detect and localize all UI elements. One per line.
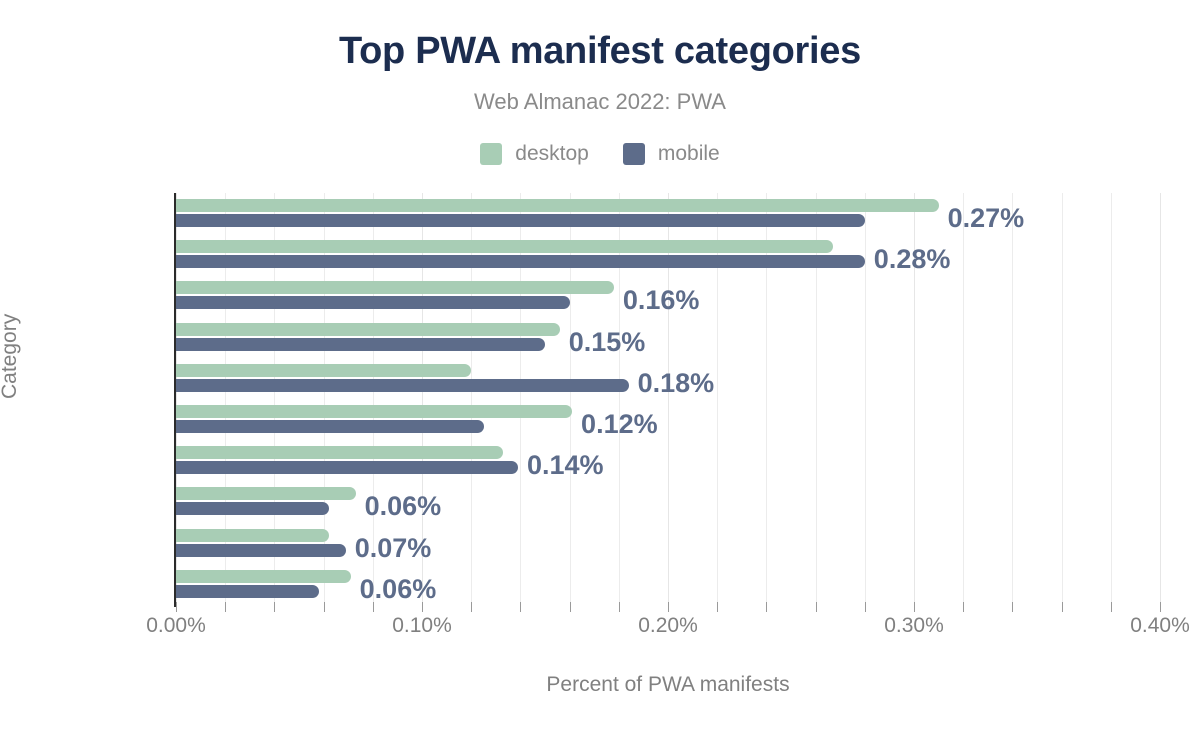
bar-desktop[interactable] <box>176 199 939 212</box>
bar-value-label: 0.07% <box>354 532 432 563</box>
page-title: Top PWA manifest categories <box>339 30 861 72</box>
bar-group: 0.28%news <box>176 234 1160 275</box>
gridline <box>1160 193 1161 605</box>
bar-desktop[interactable] <box>176 363 472 377</box>
bar-group: 0.18%social <box>176 358 1160 399</box>
bar-desktop[interactable] <box>176 569 351 583</box>
legend-swatch-mobile <box>622 143 645 165</box>
bar-desktop[interactable] <box>176 240 833 254</box>
y-axis-line <box>174 193 177 607</box>
bar-group: 0.06%producti… <box>176 481 1160 522</box>
x-axis-tick-mark <box>422 602 423 612</box>
x-axis-tick-mark <box>914 602 915 612</box>
bar-mobile[interactable] <box>176 420 484 433</box>
bar-value-label: 0.06% <box>364 491 442 522</box>
bar-mobile[interactable] <box>176 502 329 516</box>
x-axis-ticks: 0.00% 0.10% 0.20% 0.30% 0.40% <box>146 602 1190 644</box>
x-axis-tick-label: 0.20% <box>638 614 698 637</box>
y-axis-title: Category <box>0 313 21 399</box>
x-axis-tick-mark <box>1012 602 1014 612</box>
bar-value-label: 0.12% <box>581 409 658 439</box>
x-axis-tick-mark <box>1061 602 1063 612</box>
bar-group: 0.14%entertai… <box>176 440 1160 481</box>
x-axis-tick-mark <box>1110 602 1112 612</box>
bar-group: 0.16%business <box>176 275 1160 316</box>
x-axis-tick-mark <box>864 602 866 612</box>
x-axis-tick-mark <box>520 602 522 612</box>
legend-label-mobile: mobile <box>657 142 720 165</box>
legend-item-desktop[interactable]: desktop <box>480 142 589 166</box>
x-axis-tick-mark <box>766 602 768 612</box>
x-axis-tick-mark <box>717 602 719 612</box>
bar-value-label: 0.14% <box>526 450 604 481</box>
bar-mobile[interactable] <box>176 461 518 475</box>
bar-group: 0.15%lifestyle <box>176 317 1160 358</box>
bar-mobile[interactable] <box>176 584 319 598</box>
bar-desktop[interactable] <box>176 322 560 336</box>
bar-value-label: 0.28% <box>873 244 951 275</box>
x-axis-tick-label: 0.40% <box>1130 614 1190 637</box>
bar-group: 0.07%magazi… <box>176 523 1160 564</box>
x-axis-tick-mark <box>815 602 817 612</box>
bar-value-label: 0.06% <box>359 573 437 604</box>
legend-label-desktop: desktop <box>515 142 589 165</box>
bar-value-label: 0.16% <box>622 285 700 316</box>
bar-group: 0.06%sports <box>176 564 1160 605</box>
bar-mobile[interactable] <box>176 378 629 392</box>
x-axis-tick-mark <box>668 602 669 612</box>
x-axis-tick-mark <box>372 602 374 612</box>
bar-value-label: 0.15% <box>568 326 646 357</box>
legend-swatch-desktop <box>480 143 503 165</box>
x-axis-title: Percent of PWA manifests <box>546 673 790 696</box>
bar-mobile[interactable] <box>176 337 545 351</box>
x-axis-tick-mark <box>618 602 620 612</box>
bar-mobile[interactable] <box>176 255 865 269</box>
legend-item-mobile[interactable]: mobile <box>622 142 720 166</box>
bar-desktop[interactable] <box>176 281 614 295</box>
bar-desktop[interactable] <box>176 487 356 501</box>
x-axis-tick-mark <box>274 602 276 612</box>
bar-mobile[interactable] <box>176 214 865 227</box>
bar-value-label: 0.18% <box>637 367 715 398</box>
x-axis-tick-label: 0.10% <box>392 614 452 637</box>
bar-mobile[interactable] <box>176 543 346 557</box>
x-axis-tick-mark <box>963 602 965 612</box>
bar-mobile[interactable] <box>176 296 570 310</box>
bar-rows: 0.27%shopping0.28%news0.16%business0.15%… <box>176 193 1160 605</box>
x-axis-tick-label: 0.30% <box>884 614 944 637</box>
bar-value-label: 0.27% <box>947 203 1025 233</box>
x-axis-tick-mark <box>1160 602 1161 612</box>
x-axis-tick-mark <box>471 602 473 612</box>
bar-group: 0.12%education <box>176 399 1160 440</box>
x-axis-tick-mark <box>176 602 177 612</box>
bar-group: 0.27%shopping <box>176 193 1160 234</box>
chart-subtitle: Web Almanac 2022: PWA <box>474 89 726 114</box>
x-axis-tick-label: 0.00% <box>146 614 206 637</box>
bar-desktop[interactable] <box>176 446 504 460</box>
x-axis-tick-mark <box>569 602 571 612</box>
bar-desktop[interactable] <box>176 528 329 542</box>
chart-legend: desktop mobile <box>0 142 1200 166</box>
x-axis-tick-mark <box>225 602 227 612</box>
plot-area: 0.27%shopping0.28%news0.16%business0.15%… <box>176 193 1161 605</box>
bar-desktop[interactable] <box>176 405 573 418</box>
x-axis-tick-mark <box>323 602 325 612</box>
